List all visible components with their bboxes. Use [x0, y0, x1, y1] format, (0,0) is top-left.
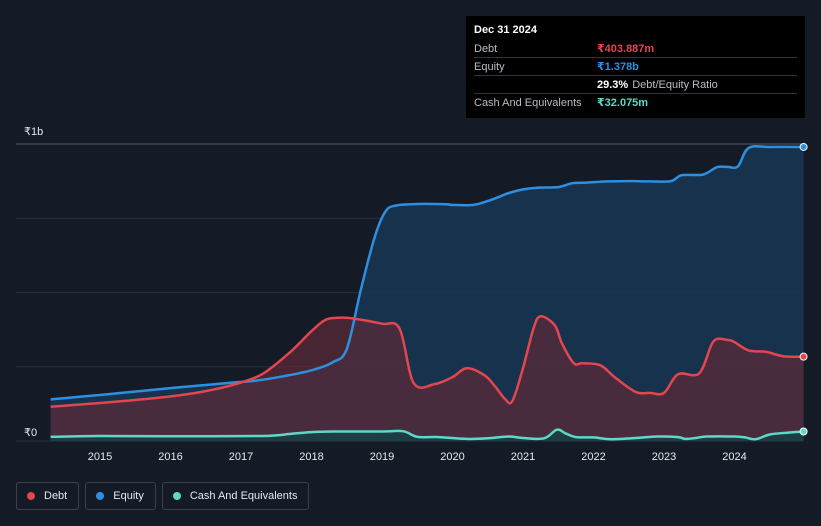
- x-tick-label: 2017: [229, 451, 253, 463]
- tooltip-ratio-caption: Debt/Equity Ratio: [632, 78, 718, 91]
- tooltip-date: Dec 31 2024: [474, 24, 537, 36]
- y-tick-label-min: ₹0: [24, 427, 37, 439]
- equity-area: [50, 146, 804, 441]
- tooltip-label-debt: Debt: [474, 42, 498, 55]
- legend-item-debt[interactable]: Debt: [16, 482, 80, 510]
- x-axis-ticks: 2015 2016 2017 2018 2019 2020 2021 2022 2023 2024: [88, 451, 747, 463]
- debt-area: [50, 316, 804, 441]
- tooltip-row-equity: Equity ₹1.378b: [474, 57, 797, 75]
- tooltip-value-equity: ₹1.378b: [597, 61, 639, 73]
- legend-dot-cash-icon: [172, 492, 181, 500]
- legend-dot-debt-icon: [27, 492, 35, 500]
- x-tick-label: 2015: [88, 451, 112, 463]
- legend-item-cash[interactable]: Cash And Equivalents: [161, 482, 310, 510]
- legend-dot-equity-icon: [96, 492, 105, 500]
- cash-area: [50, 429, 804, 441]
- x-tick-label: 2018: [299, 451, 323, 463]
- tooltip-label-cash: Cash And Equivalents: [474, 96, 582, 109]
- series-lines: [50, 144, 804, 441]
- cash-line: [50, 428, 804, 441]
- legend-label-equity: Equity: [113, 490, 144, 502]
- tooltip-row-cash: Cash And Equivalents ₹32.075m: [474, 93, 797, 111]
- x-tick-label: 2021: [511, 451, 535, 463]
- x-tick-label: 2020: [440, 451, 464, 463]
- legend-item-equity[interactable]: Equity: [85, 482, 156, 510]
- legend-label-debt: Debt: [44, 490, 68, 502]
- tooltip-value-debt: ₹403.887m: [597, 43, 655, 55]
- x-tick-label: 2024: [722, 451, 746, 463]
- x-tick-label: 2019: [370, 451, 394, 463]
- debt-line: [50, 315, 804, 409]
- x-tick-label: 2016: [158, 451, 182, 463]
- y-tick-label-max: ₹1b: [24, 126, 43, 138]
- tooltip-row-ratio: 29.3% Debt/Equity Ratio: [474, 75, 797, 93]
- legend-label-cash: Cash And Equivalents: [189, 490, 298, 502]
- tooltip-value-ratio: 29.3%: [597, 78, 629, 91]
- tooltip-value-cash: ₹32.075m: [597, 97, 649, 109]
- x-tick-label: 2023: [652, 451, 676, 463]
- tooltip-row-debt: Debt ₹403.887m: [474, 40, 797, 57]
- x-tick-label: 2022: [581, 451, 605, 463]
- equity-line: [50, 144, 804, 401]
- tooltip-label-equity: Equity: [474, 60, 505, 73]
- series-endpoints: [799, 142, 808, 436]
- equity-endpoint[interactable]: [799, 142, 808, 151]
- cash-endpoint[interactable]: [799, 427, 808, 436]
- series-areas: [50, 146, 804, 441]
- legend: Debt Equity Cash And Equivalents: [16, 482, 310, 510]
- debt-endpoint[interactable]: [799, 352, 808, 361]
- tooltip-panel: Dec 31 2024 Debt ₹403.887m Equity ₹1.378…: [466, 16, 805, 118]
